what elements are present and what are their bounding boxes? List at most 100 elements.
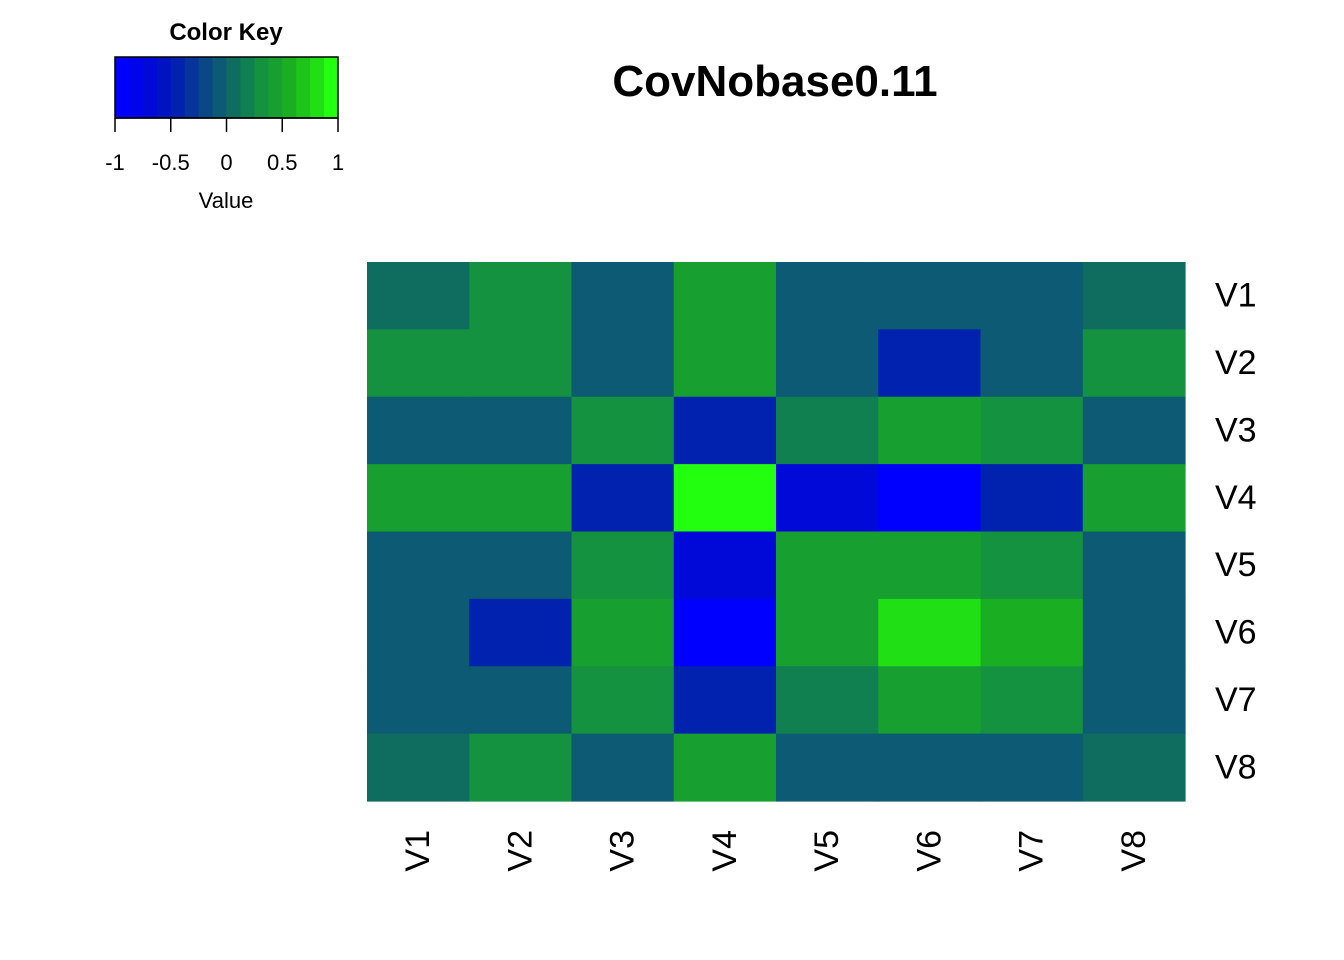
column-label: V3 <box>604 830 642 872</box>
heatmap-cell <box>776 666 879 735</box>
color-key-swatch <box>254 57 269 118</box>
heatmap-cell <box>673 598 777 667</box>
heatmap-cell <box>980 733 1084 802</box>
heatmap-cell <box>469 666 573 735</box>
heatmap-cell <box>367 464 470 533</box>
color-key-axis: -1 -0.5 0 0.5 1 <box>105 117 344 175</box>
heatmap-cell <box>673 329 777 398</box>
heatmap-cell <box>980 464 1084 533</box>
row-label: V7 <box>1215 681 1257 719</box>
color-key-swatch <box>282 57 297 118</box>
heatmap-cell <box>1082 329 1186 398</box>
heatmap-cell <box>571 531 675 600</box>
heatmap-cell <box>367 733 470 802</box>
heatmap-cell <box>878 598 982 667</box>
color-key-tick-label: 0 <box>220 150 232 175</box>
heatmap-cell <box>571 598 675 667</box>
color-key-swatch <box>226 57 241 118</box>
heatmap-cell <box>980 598 1084 667</box>
row-label: V5 <box>1215 546 1257 584</box>
column-label: V2 <box>501 830 539 872</box>
heatmap-cell <box>878 262 982 330</box>
color-key-tick-label: -0.5 <box>152 150 190 175</box>
color-key-swatch <box>184 57 200 118</box>
heatmap-cell <box>367 666 470 735</box>
color-key-swatch <box>128 57 144 118</box>
color-key-swatch <box>198 57 214 118</box>
heatmap-cell <box>469 262 573 330</box>
color-key-tick-label: -1 <box>105 150 125 175</box>
heatmap-cell <box>1082 598 1186 667</box>
heatmap-cell <box>1082 666 1186 735</box>
heatmap-cell <box>673 262 777 330</box>
heatmap-cell <box>571 733 675 802</box>
color-key-swatch <box>212 57 227 118</box>
color-key-axis-label: Value <box>199 188 254 213</box>
column-label: V6 <box>910 830 948 872</box>
heatmap-cell <box>571 666 675 735</box>
heatmap-cell <box>776 733 879 802</box>
color-key-tick-label: 0.5 <box>267 150 298 175</box>
heatmap-cell <box>1082 733 1186 802</box>
row-label: V4 <box>1215 479 1257 517</box>
heatmap-cell <box>469 464 573 533</box>
color-key-swatch <box>240 57 255 118</box>
heatmap-cell <box>878 464 982 533</box>
heatmap-cell <box>469 396 573 465</box>
row-label: V2 <box>1215 344 1257 382</box>
color-key-swatch <box>268 57 283 118</box>
heatmap-cell <box>776 329 879 398</box>
heatmap-cell <box>1082 464 1186 533</box>
column-labels: V1 V2 V3 V4 V5 V6 V7 V8 <box>399 830 1153 872</box>
color-key-tick-label: 1 <box>332 150 344 175</box>
row-label: V1 <box>1215 277 1257 315</box>
heatmap-cell <box>367 262 470 330</box>
color-key: Color Key -1 -0.5 0 0.5 1 Value <box>105 19 344 213</box>
heatmap-cell <box>367 531 470 600</box>
heatmap-cell <box>571 464 675 533</box>
heatmap-cell <box>1082 396 1186 465</box>
heatmap-cell <box>776 464 879 533</box>
row-labels: V1 V2 V3 V4 V5 V6 V7 V8 <box>1215 277 1257 787</box>
color-key-swatch <box>156 57 172 118</box>
column-label: V5 <box>808 830 846 872</box>
color-key-swatch <box>324 57 339 118</box>
heatmap-cell <box>571 262 675 330</box>
color-key-swatch <box>296 57 311 118</box>
row-label: V3 <box>1215 411 1257 449</box>
color-key-title: Color Key <box>169 19 283 46</box>
heatmap-cell <box>878 396 982 465</box>
heatmap-cell <box>469 598 573 667</box>
heatmap-cell <box>1082 531 1186 600</box>
heatmap-cell <box>367 329 470 398</box>
heatmap-cell <box>980 329 1084 398</box>
heatmap-cell <box>673 531 777 600</box>
chart-title: CovNobase0.11 <box>612 57 937 106</box>
heatmap-cell <box>776 396 879 465</box>
heatmap-cell <box>469 531 573 600</box>
color-key-swatch <box>170 57 186 118</box>
heatmap-cell <box>980 262 1084 330</box>
heatmap-cell <box>673 396 777 465</box>
color-key-swatch <box>142 57 158 118</box>
heatmap-cell <box>776 531 879 600</box>
heatmap-cells <box>367 262 1186 802</box>
heatmap-cell <box>776 598 879 667</box>
heatmap-cell <box>469 733 573 802</box>
heatmap-cell <box>673 666 777 735</box>
heatmap-cell <box>571 396 675 465</box>
heatmap-cell <box>878 733 982 802</box>
heatmap-cell <box>673 464 777 533</box>
heatmap-cell <box>776 262 879 330</box>
column-label: V1 <box>399 830 437 872</box>
column-label: V7 <box>1013 830 1051 872</box>
row-label: V6 <box>1215 614 1257 652</box>
heatmap-cell <box>878 666 982 735</box>
heatmap-cell <box>571 329 675 398</box>
column-label: V8 <box>1115 830 1153 872</box>
heatmap-cell <box>367 396 470 465</box>
heatmap-cell <box>1082 262 1186 330</box>
heatmap-cell <box>980 666 1084 735</box>
row-label: V8 <box>1215 748 1257 786</box>
